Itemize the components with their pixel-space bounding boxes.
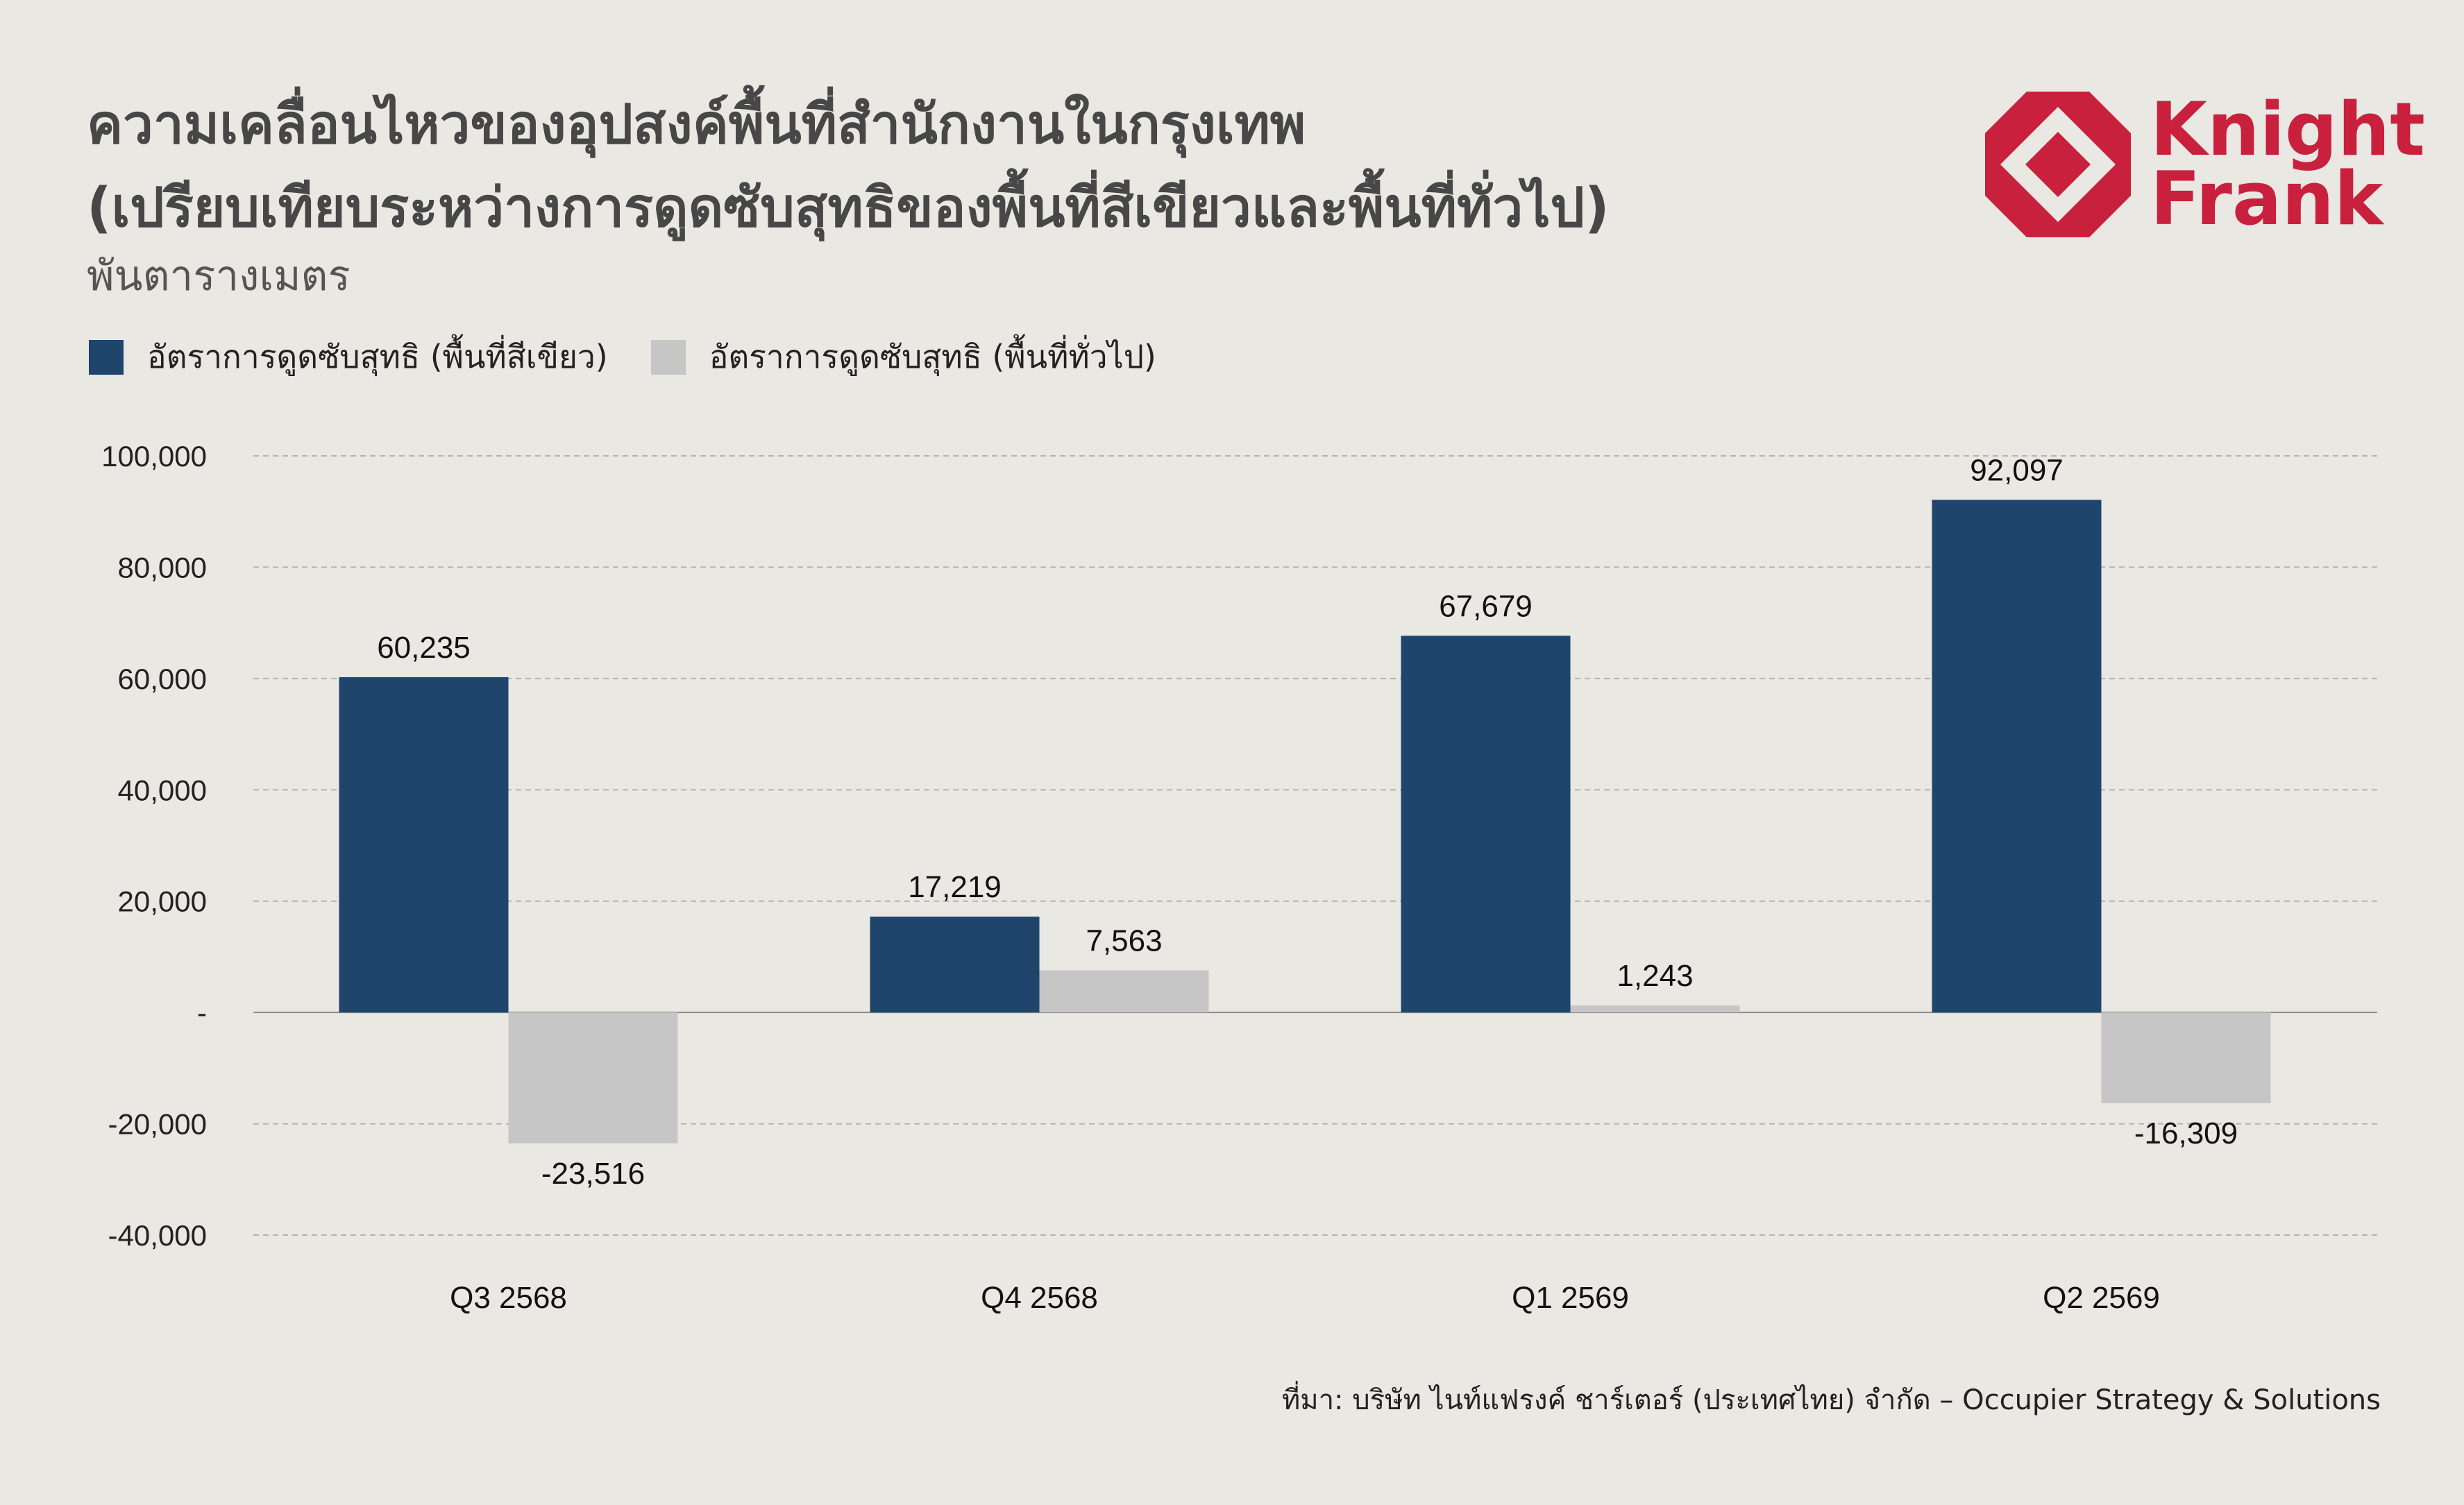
y-tick-label: 40,000 (118, 774, 207, 806)
bar-general (1039, 970, 1209, 1013)
legend-label-general: อัตราการดูดซับสุทธิ (พื้นที่ทั่วไป) (709, 338, 1156, 375)
y-tick-label: 60,000 (118, 663, 207, 695)
bar-general (2101, 1012, 2271, 1103)
x-tick-label: Q3 2568 (450, 1281, 567, 1315)
bar-general (508, 1012, 678, 1143)
data-label: -16,309 (2134, 1116, 2238, 1150)
bar-green (870, 917, 1040, 1013)
bar-general (1570, 1005, 1740, 1013)
y-tick-label: 80,000 (118, 551, 207, 584)
y-tick-label: -40,000 (108, 1219, 207, 1252)
x-tick-label: Q2 2569 (2043, 1281, 2160, 1315)
legend-swatch-green (89, 339, 124, 375)
y-tick-label: - (197, 996, 207, 1029)
bar-chart: 100,000 80,000 60,000 40,000 20,000 - -20,000 -… (101, 440, 2377, 1315)
legend-swatch-general (650, 339, 686, 375)
bar-green (339, 677, 509, 1013)
legend-item-green: อัตราการดูดซับสุทธิ (พื้นที่สีเขียว) (89, 332, 608, 382)
logo-word-frank: Frank (2150, 156, 2383, 241)
y-tick-label: -20,000 (108, 1108, 207, 1141)
logo-word-knight: Knight (2150, 87, 2425, 172)
source-note: ที่มา: บริษัท ไนท์แฟรงค์ ชาร์เตอร์ (ประเ… (1281, 1384, 2381, 1416)
y-tick-label: 20,000 (118, 885, 207, 918)
data-label: 1,243 (1617, 959, 1693, 993)
legend: อัตราการดูดซับสุทธิ (พื้นที่สีเขียว) อัต… (89, 332, 1199, 382)
bar-green (1401, 636, 1571, 1013)
x-tick-label: Q4 2568 (981, 1281, 1098, 1315)
legend-item-general: อัตราการดูดซับสุทธิ (พื้นที่ทั่วไป) (650, 332, 1156, 382)
bar-green (1932, 500, 2102, 1013)
data-label: 67,679 (1439, 589, 1533, 623)
title-line-1: ความเคลื่อนไหวของอุปสงค์พื้นที่สำนักงานใ… (87, 94, 1306, 156)
data-label: 7,563 (1086, 924, 1162, 958)
data-label: -23,516 (541, 1157, 645, 1191)
knight-frank-emblem-icon (1985, 92, 2131, 237)
data-label: 60,235 (377, 631, 471, 665)
unit-label: พันตารางเมตร (87, 252, 351, 300)
data-label: 17,219 (908, 870, 1002, 904)
x-tick-label: Q1 2569 (1512, 1281, 1629, 1315)
chart-title: ความเคลื่อนไหวของอุปสงค์พื้นที่สำนักงานใ… (87, 83, 1610, 250)
logo-wordmark: Knight Frank (2150, 87, 2425, 241)
y-tick-label: 100,000 (101, 440, 207, 473)
knight-frank-logo: Knight Frank (1985, 92, 2425, 237)
data-label: 92,097 (1970, 453, 2064, 487)
title-line-2: (เปรียบเทียบระหว่างการดูดซับสุทธิของพื้น… (87, 177, 1610, 239)
legend-label-green: อัตราการดูดซับสุทธิ (พื้นที่สีเขียว) (147, 338, 608, 375)
